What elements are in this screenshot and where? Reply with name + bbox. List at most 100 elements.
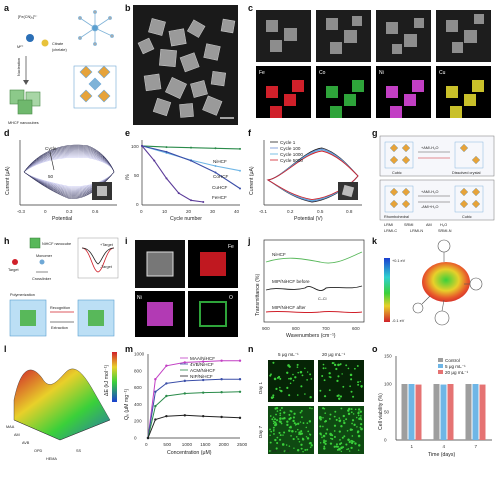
n-live-cell	[338, 417, 341, 419]
n-live-cell	[292, 373, 294, 376]
l-axis-2	[59, 419, 111, 441]
n-live-cell	[296, 449, 300, 452]
n-live-cell	[333, 363, 337, 367]
n-live-cell	[271, 418, 274, 421]
f-xtick-2: 0.5	[317, 209, 324, 214]
n-live-cell	[328, 417, 331, 420]
n-live-cell	[359, 423, 363, 426]
fecn6-structure-icon	[78, 10, 114, 46]
n-live-cell	[319, 432, 322, 435]
n-live-cell	[279, 434, 282, 437]
n-live-cell	[297, 371, 300, 374]
panel-m: m MAA/NiHCF 4VB/NiHCF ACM/NiHCF NIP/NiHC…	[124, 344, 248, 456]
m-series-point	[238, 378, 242, 381]
citrate-label: Citrate	[52, 42, 63, 46]
n-live-cell	[310, 444, 313, 447]
m-series-point	[183, 414, 186, 417]
n-live-cell	[285, 444, 288, 446]
n-live-cell	[275, 413, 277, 416]
m-series-point	[183, 361, 186, 364]
e-ytick-1: 50	[134, 173, 140, 178]
n-live-cell	[298, 431, 301, 434]
n-live-cell	[294, 376, 297, 379]
n-live-cell	[273, 377, 277, 381]
panel-f-cv-curves	[266, 147, 359, 203]
h-target-icon	[12, 259, 18, 265]
e-label-cohcf: CoHCF	[213, 174, 229, 179]
g-legend-lrmi-n: LRMI-N	[410, 229, 423, 233]
l-color-scale	[112, 352, 117, 402]
l-word-am: AM	[14, 433, 20, 437]
l-word-avb: AVB	[22, 441, 30, 445]
panel-e-series	[141, 144, 241, 204]
n-live-cell	[310, 378, 313, 380]
n-live-cell	[351, 422, 353, 425]
n-live-cell	[329, 432, 332, 436]
g-cubic-label: Cubic	[392, 171, 402, 175]
n-live-cell	[283, 411, 286, 414]
h-mip-core-1	[20, 310, 36, 326]
o-bar	[408, 384, 415, 440]
n-live-cell	[278, 431, 281, 434]
n-live-cell	[279, 414, 281, 417]
n-live-cell	[288, 365, 291, 368]
e-label-nihcf: NiHCF	[213, 159, 227, 164]
n-live-cell	[309, 441, 312, 445]
n-live-cell	[269, 428, 271, 431]
n-live-cell	[269, 441, 272, 444]
n-live-cell	[300, 385, 303, 388]
n-live-cell	[341, 436, 344, 439]
n-live-cell	[275, 387, 278, 390]
n-live-cell	[337, 375, 340, 378]
n-live-cell	[297, 422, 300, 425]
m-ytick: 600	[134, 385, 142, 390]
n-live-cell	[276, 436, 279, 439]
n-live-cell	[350, 411, 353, 414]
eds-co-label: Co	[319, 70, 326, 76]
e-label-fehcf: FeHCF	[212, 195, 227, 200]
e-series-point	[153, 159, 156, 162]
n-live-cell	[347, 367, 350, 370]
panel-m-label: m	[125, 344, 133, 354]
n-live-cell	[333, 445, 336, 448]
j-xtick-3: 600	[352, 326, 360, 331]
n-live-cell	[352, 395, 355, 398]
n-live-cell	[353, 423, 356, 426]
eds-color-row	[256, 66, 491, 118]
ferricyanide-formula: [Fe(CN)₆]³⁻	[18, 15, 37, 19]
m-series-point	[146, 436, 150, 440]
n-live-cell	[354, 408, 357, 411]
d-xtick-2: 0.3	[66, 209, 73, 214]
e-series-line	[141, 145, 204, 203]
n-live-cell	[309, 407, 311, 409]
l-word-ss: SS	[76, 449, 82, 453]
g-legend-srmi-n: SRMI-N	[438, 229, 452, 233]
n-live-cell	[336, 445, 339, 448]
n-live-cell	[269, 449, 272, 453]
n-live-cell	[353, 367, 356, 370]
j-line-before	[265, 285, 363, 291]
n-live-cell	[335, 418, 338, 421]
metal-ion	[26, 34, 34, 42]
m-xtick: 1000	[182, 442, 193, 447]
m-series-line	[147, 414, 241, 439]
panel-o-ylabel: Cell viability (%)	[378, 393, 384, 430]
i-o-map	[188, 291, 238, 337]
f-legend-cycle100: Cycle 100	[280, 146, 301, 151]
e-series-point	[177, 192, 180, 195]
n-live-cell	[304, 393, 306, 395]
j-xtick-2: 700	[322, 326, 330, 331]
i-o-cube	[199, 301, 227, 327]
n-row1-label: Day 1	[258, 382, 263, 394]
n-live-cell	[333, 424, 337, 427]
n-live-cell	[279, 377, 282, 380]
n-live-cell	[288, 426, 291, 429]
h-crosslinker-label: Crosslinker	[32, 277, 52, 281]
nanocubes-label: MHCF nanocubes	[8, 121, 39, 125]
n-live-cell	[326, 428, 329, 431]
m-xtick: 500	[163, 442, 171, 447]
n-live-cell	[279, 386, 281, 389]
panel-c: c Fe Co Ni Cu	[248, 3, 491, 118]
h-nanocube-label: NiHCF nanocube	[42, 242, 71, 246]
citrate-icon	[41, 39, 49, 47]
